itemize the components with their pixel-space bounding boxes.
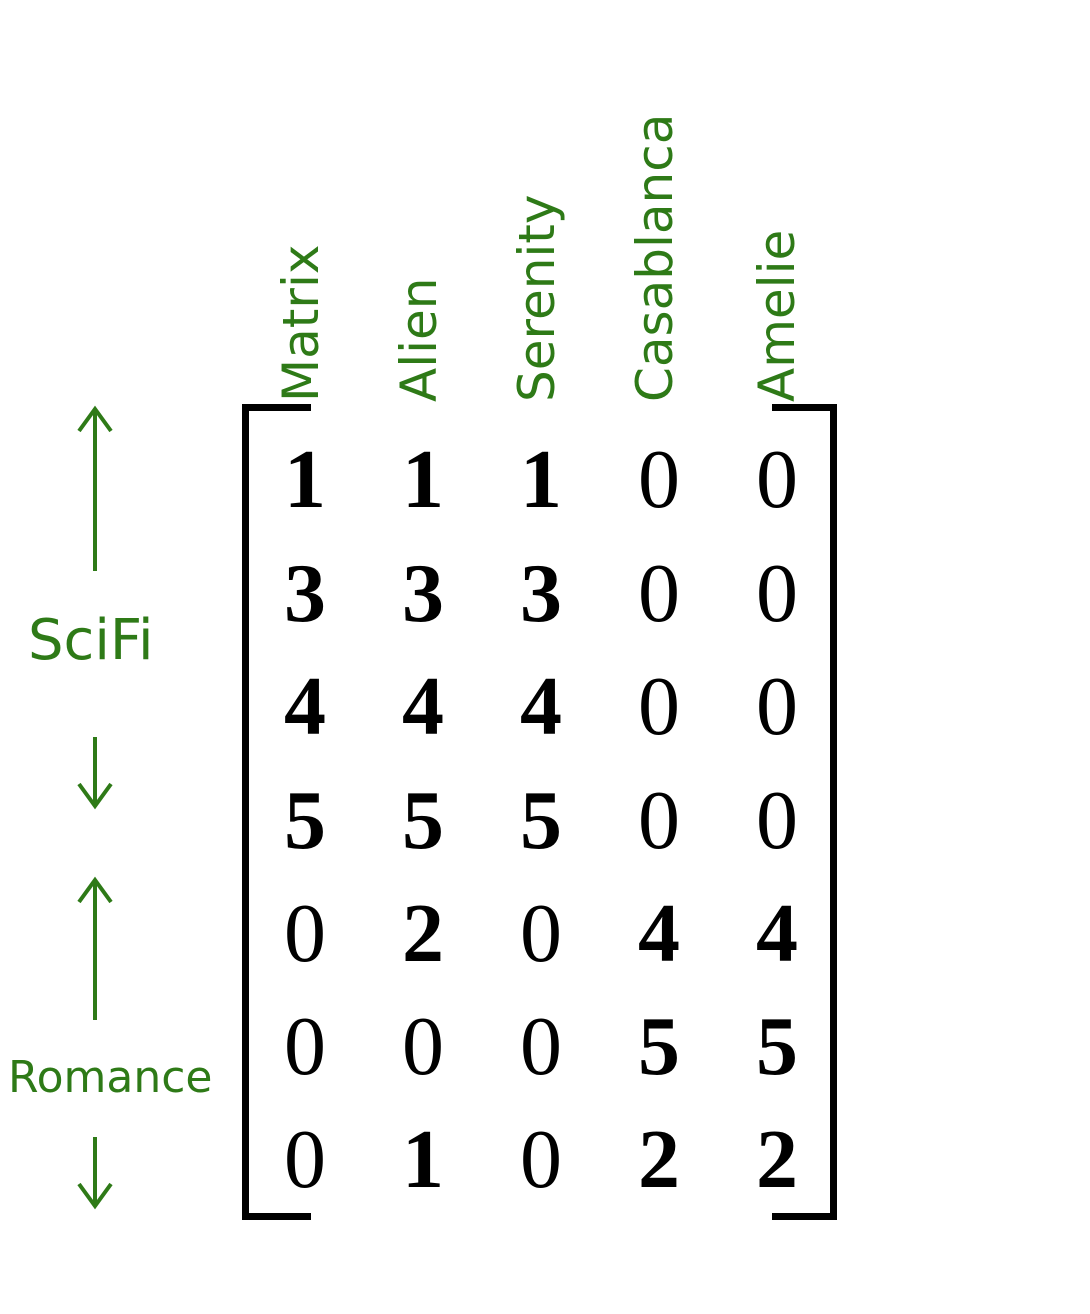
matrix-cell: 1: [402, 433, 444, 526]
column-header-casablanca: Casablanca: [612, 42, 692, 402]
matrix-cell: 0: [638, 547, 680, 640]
matrix-cell: 0: [402, 1000, 444, 1093]
column-label: Casablanca: [626, 113, 684, 402]
column-header-serenity: Serenity: [494, 42, 574, 403]
matrix-cell: 0: [284, 1113, 326, 1206]
row-group-label-romance: Romance: [8, 1052, 213, 1103]
matrix-cell: 0: [284, 1000, 326, 1093]
matrix-cell: 1: [402, 1113, 444, 1206]
matrix-cell: 2: [638, 1113, 680, 1206]
row-group-label-scifi: SciFi: [28, 608, 154, 673]
column-header-matrix: Matrix: [258, 42, 338, 402]
arrow-up-icon: [77, 876, 113, 1020]
column-label: Alien: [390, 277, 448, 402]
arrow-down-icon: [77, 1137, 113, 1210]
matrix-cell: 3: [520, 547, 562, 640]
matrix-cell: 0: [520, 1000, 562, 1093]
right-bracket: [772, 404, 837, 1220]
matrix-cell: 0: [756, 774, 798, 867]
column-label: Serenity: [508, 194, 566, 403]
arrow-up-icon: [77, 405, 113, 571]
left-bracket: [242, 404, 311, 1220]
matrix-cell: 5: [402, 774, 444, 867]
matrix-cell: 0: [756, 547, 798, 640]
matrix-cell: 0: [520, 1113, 562, 1206]
column-label: Amelie: [748, 229, 806, 402]
matrix-cell: 0: [638, 660, 680, 753]
arrow-down-icon: [77, 737, 113, 810]
matrix-cell: 4: [520, 660, 562, 753]
matrix-cell: 0: [284, 887, 326, 980]
matrix-cell: 2: [756, 1113, 798, 1206]
matrix-cell: 5: [638, 1000, 680, 1093]
matrix-cell: 2: [402, 887, 444, 980]
matrix-cell: 0: [756, 660, 798, 753]
matrix-cell: 0: [756, 433, 798, 526]
column-header-alien: Alien: [376, 42, 456, 402]
matrix-cell: 3: [284, 547, 326, 640]
column-label: Matrix: [272, 244, 330, 402]
matrix-cell: 1: [520, 433, 562, 526]
column-header-amelie: Amelie: [734, 42, 814, 402]
matrix-cell: 4: [638, 887, 680, 980]
matrix-cell: 5: [284, 774, 326, 867]
matrix-cell: 5: [756, 1000, 798, 1093]
matrix-cell: 4: [756, 887, 798, 980]
matrix-cell: 0: [638, 433, 680, 526]
matrix-cell: 5: [520, 774, 562, 867]
matrix-cell: 0: [638, 774, 680, 867]
matrix-cell: 4: [284, 660, 326, 753]
matrix-cell: 1: [284, 433, 326, 526]
matrix-cell: 3: [402, 547, 444, 640]
matrix-cell: 0: [520, 887, 562, 980]
matrix-cell: 4: [402, 660, 444, 753]
